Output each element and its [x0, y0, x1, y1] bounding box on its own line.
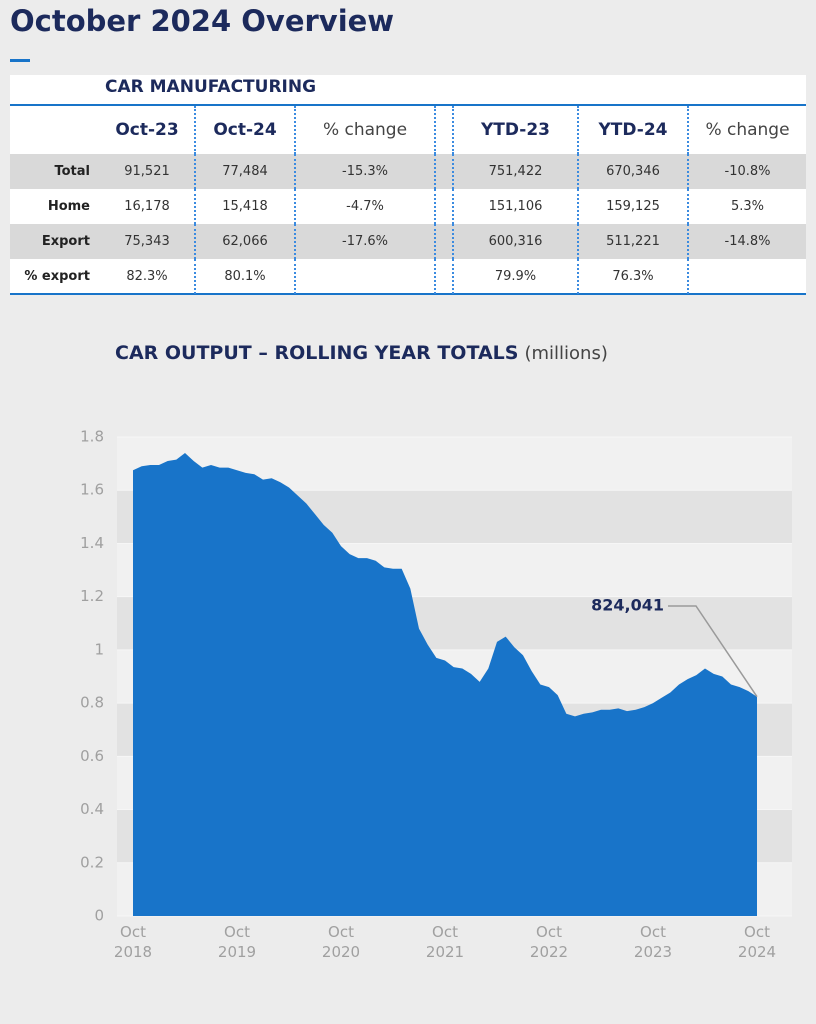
column-header: Oct-23: [115, 120, 179, 140]
table-cell: [687, 259, 806, 294]
table-panel: CAR MANUFACTURING Oct-23 Oct-24% change YT…: [10, 75, 806, 295]
table-cell: -4.7%: [294, 189, 435, 224]
row-label: Total: [10, 154, 100, 189]
table-cell: 75,343: [100, 224, 195, 259]
x-tick-label: Oct 2020: [321, 923, 361, 961]
y-tick-label: 0: [94, 907, 104, 925]
y-tick-label: 0.4: [80, 800, 104, 818]
table-cell: 80.1%: [194, 259, 295, 294]
y-tick-label: 0.8: [80, 694, 104, 712]
table-cell: 670,346: [577, 154, 688, 189]
table-cell: 91,521: [100, 154, 195, 189]
table-title: CAR MANUFACTURING: [105, 77, 317, 97]
table-row: % export 82.3% 80.1% 79.9% 76.3%: [10, 259, 806, 294]
y-tick-label: 0.6: [80, 747, 104, 765]
table-cell: 600,316: [453, 224, 578, 259]
table-cell: -10.8%: [687, 154, 806, 189]
y-tick-label: 1.8: [80, 428, 104, 446]
table-row: Export 75,343 62,066 -17.6% 600,316 511,221 -1…: [10, 224, 806, 259]
header-row: Oct-23 Oct-24% change YTD-23 YTD-24% change: [10, 105, 806, 154]
table-cell: -14.8%: [687, 224, 806, 259]
y-tick-label: 1.6: [80, 481, 104, 499]
table-cell: 77,484: [194, 154, 295, 189]
data-table: Oct-23 Oct-24% change YTD-23 YTD-24% change…: [10, 104, 806, 294]
column-gap: [434, 224, 454, 259]
table-row: Home 16,178 15,418 -4.7% 151,106 159,125 5.3%: [10, 189, 806, 224]
column-header: YTD-23: [480, 120, 551, 140]
row-label: Home: [47, 199, 90, 214]
chart-subtitle: (millions): [524, 343, 608, 364]
row-label: % export: [24, 269, 90, 284]
table-cell: -15.3%: [294, 154, 435, 189]
table-cell: 151,106: [488, 199, 543, 214]
x-tick-label: Oct 2021: [425, 923, 465, 961]
chart-heading: CAR OUTPUT – ROLLING YEAR TOTALS (millio…: [115, 342, 608, 364]
table-cell: 16,178: [124, 199, 170, 214]
column-gap: [434, 154, 454, 189]
column-header: % change: [687, 105, 806, 154]
y-tick-label: 0.2: [80, 853, 104, 871]
chart-title: CAR OUTPUT – ROLLING YEAR TOTALS: [115, 342, 519, 364]
table-cell: 159,125: [577, 189, 688, 224]
table-cell: 751,422: [453, 154, 578, 189]
y-tick-label: 1.4: [80, 534, 104, 552]
x-tick-label: Oct 2018: [113, 923, 153, 961]
x-tick-label: Oct 2019: [217, 923, 257, 961]
title-underline: [10, 59, 30, 62]
page-title: October 2024 Overview: [10, 4, 395, 38]
table-cell: 82.3%: [126, 269, 168, 284]
leader-line: [668, 605, 758, 698]
column-gap: [434, 105, 454, 154]
y-tick-label: 1: [94, 640, 104, 658]
table-cell: 15,418: [194, 189, 295, 224]
table-cell: 511,221: [577, 224, 688, 259]
y-tick-label: 1.2: [80, 587, 104, 605]
table-row: Total 91,521 77,484 -15.3% 751,422 670,346 -10…: [10, 154, 806, 189]
table-cell: 79.9%: [494, 269, 537, 284]
row-label: Export: [10, 224, 100, 259]
data-label: 824,041: [591, 596, 664, 615]
x-tick-label: Oct 2023: [633, 923, 673, 961]
column-gap: [434, 189, 454, 224]
table-cell: 5.3%: [687, 189, 806, 224]
column-header: YTD-24: [577, 105, 688, 154]
column-header: % change: [294, 105, 435, 154]
table-cell: 62,066: [194, 224, 295, 259]
column-header: Oct-24: [194, 105, 295, 154]
x-tick-label: Oct 2022: [529, 923, 569, 961]
table-cell: -17.6%: [294, 224, 435, 259]
table-cell: [294, 259, 435, 294]
area: [133, 452, 757, 916]
column-gap: [434, 259, 454, 294]
table-cell: 76.3%: [577, 259, 688, 294]
x-tick-label: Oct 2024: [737, 923, 777, 961]
